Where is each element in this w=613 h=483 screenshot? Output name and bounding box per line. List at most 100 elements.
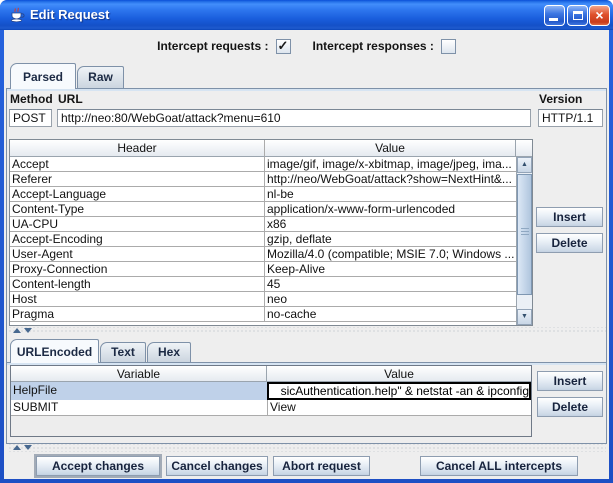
minimize-button[interactable]	[544, 5, 565, 26]
collapse-up-icon[interactable]	[13, 445, 21, 450]
table-row[interactable]: Accept-Encoding gzip, deflate	[10, 232, 516, 247]
column-header-header[interactable]: Header	[10, 140, 265, 157]
header-name-cell: Host	[10, 292, 265, 306]
cancel-changes-button[interactable]: Cancel changes	[166, 456, 268, 476]
column-header-value[interactable]: Value	[265, 140, 516, 157]
minimize-icon	[549, 18, 558, 21]
collapse-up-icon[interactable]	[13, 328, 21, 333]
tab-text-label: Text	[111, 345, 135, 359]
header-name-cell: Pragma	[10, 307, 265, 321]
table-row[interactable]: Pragma no-cache	[10, 307, 516, 322]
params-table-empty-area	[11, 416, 531, 436]
header-value-cell: gzip, deflate	[267, 232, 332, 246]
headers-delete-button[interactable]: Delete	[536, 233, 603, 253]
table-row[interactable]: Referer http://neo/WebGoat/attack?show=N…	[10, 172, 516, 187]
header-name-cell: Referer	[10, 172, 265, 186]
table-row[interactable]: UA-CPU x86	[10, 217, 516, 232]
table-row[interactable]: Content-Type application/x-www-form-urle…	[10, 202, 516, 217]
split-divider-bottom[interactable]	[7, 444, 606, 452]
params-delete-button[interactable]: Delete	[537, 397, 603, 417]
table-row[interactable]: Accept-Language nl-be	[10, 187, 516, 202]
scrollbar-thumb[interactable]	[517, 174, 532, 295]
table-row[interactable]: HelpFile sicAuthentication.help" & netst…	[11, 382, 531, 400]
abort-request-button[interactable]: Abort request	[273, 456, 370, 476]
scroll-up-icon[interactable]: ▲	[517, 157, 532, 173]
tab-text[interactable]: Text	[100, 342, 146, 362]
accept-changes-button[interactable]: Accept changes	[36, 456, 160, 476]
close-icon: ×	[595, 7, 604, 23]
header-name-cell: Content-Type	[10, 202, 265, 216]
header-value-cell: nl-be	[267, 187, 294, 201]
java-coffee-icon	[10, 7, 25, 23]
close-button[interactable]: ×	[589, 5, 610, 26]
collapse-down-icon[interactable]	[24, 328, 32, 333]
column-header-variable[interactable]: Variable	[11, 366, 267, 382]
header-value-cell: 45	[267, 277, 281, 291]
check-icon: ✓	[277, 37, 289, 53]
value-cell: View	[267, 400, 531, 415]
tab-raw[interactable]: Raw	[77, 66, 124, 88]
intercept-options-row: Intercept requests : ✓ Intercept respons…	[4, 34, 609, 58]
header-name-cell: Accept	[10, 157, 265, 171]
tab-raw-label: Raw	[88, 70, 113, 84]
version-label: Version	[539, 92, 583, 106]
table-row[interactable]: User-Agent Mozilla/4.0 (compatible; MSIE…	[10, 247, 516, 262]
window-title: Edit Request	[30, 7, 110, 22]
split-divider-top[interactable]	[7, 327, 606, 334]
column-header-value[interactable]: Value	[267, 366, 531, 382]
header-value-cell: neo	[267, 292, 288, 306]
params-table: Variable Value HelpFile sicAuthenticatio…	[10, 365, 532, 437]
cancel-all-intercepts-button[interactable]: Cancel ALL intercepts	[420, 456, 578, 476]
table-row[interactable]: Accept image/gif, image/x-xbitmap, image…	[10, 157, 516, 172]
params-table-header: Variable Value	[11, 366, 531, 382]
value-edit-cell[interactable]: sicAuthentication.help" & netstat -an & …	[267, 382, 531, 400]
headers-rows: Accept image/gif, image/x-xbitmap, image…	[10, 157, 516, 325]
table-row[interactable]: Proxy-Connection Keep-Alive	[10, 262, 516, 277]
titlebar[interactable]: Edit Request ×	[0, 0, 613, 30]
tab-parsed[interactable]: Parsed	[10, 63, 76, 89]
method-field[interactable]: POST	[9, 109, 52, 127]
method-label: Method	[10, 92, 53, 106]
maximize-icon	[573, 11, 583, 20]
variable-cell: HelpFile	[11, 382, 267, 400]
edit-cell-text: sicAuthentication.help" & netstat -an & …	[280, 383, 529, 398]
header-name-cell: Proxy-Connection	[10, 262, 265, 276]
headers-table-body: Accept image/gif, image/x-xbitmap, image…	[10, 157, 532, 325]
intercept-requests-checkbox[interactable]: ✓	[275, 37, 291, 54]
table-row[interactable]: SUBMIT View	[11, 400, 531, 416]
header-name-cell: Accept-Language	[10, 187, 265, 201]
table-row[interactable]: Content-length 45	[10, 277, 516, 292]
headers-insert-button[interactable]: Insert	[536, 207, 603, 227]
collapse-down-icon[interactable]	[24, 445, 32, 450]
header-name-cell: User-Agent	[10, 247, 265, 261]
vertical-scrollbar[interactable]: ▲ ▼	[516, 157, 532, 325]
variable-cell: SUBMIT	[13, 400, 59, 414]
tab-hex-label: Hex	[157, 345, 180, 359]
tab-parsed-label: Parsed	[22, 70, 64, 84]
intercept-responses-label: Intercept responses :	[312, 39, 434, 53]
header-name-cell: UA-CPU	[10, 217, 265, 231]
tab-urlencoded-label: URLEncoded	[16, 345, 93, 359]
headers-scrollpane: Header Value Accept image/gif, image/x-x…	[9, 139, 533, 326]
params-insert-button[interactable]: Insert	[537, 371, 603, 391]
header-name-cell: Content-length	[10, 277, 265, 291]
tab-urlencoded[interactable]: URLEncoded	[10, 339, 99, 363]
url-field[interactable]: http://neo:80/WebGoat/attack?menu=610	[57, 109, 531, 127]
scrollbar-corner	[516, 140, 532, 157]
tab-hex[interactable]: Hex	[147, 342, 191, 362]
header-value-cell: x86	[267, 217, 287, 231]
scroll-down-icon[interactable]: ▼	[517, 309, 532, 325]
header-value-cell: Keep-Alive	[267, 262, 326, 276]
header-value-cell: no-cache	[267, 307, 317, 321]
header-value-cell: Mozilla/4.0 (compatible; MSIE 7.0; Windo…	[267, 247, 515, 261]
header-name-cell: Accept-Encoding	[10, 232, 265, 246]
version-field[interactable]: HTTP/1.1	[538, 109, 603, 127]
intercept-requests-label: Intercept requests :	[157, 39, 269, 53]
maximize-button[interactable]	[567, 5, 588, 26]
table-row[interactable]: Host neo	[10, 292, 516, 307]
header-value-cell: http://neo/WebGoat/attack?show=NextHint&…	[267, 172, 512, 186]
header-value-cell: application/x-www-form-urlencoded	[267, 202, 456, 216]
intercept-responses-checkbox[interactable]	[440, 38, 456, 54]
header-value-cell: image/gif, image/x-xbitmap, image/jpeg, …	[267, 157, 512, 171]
